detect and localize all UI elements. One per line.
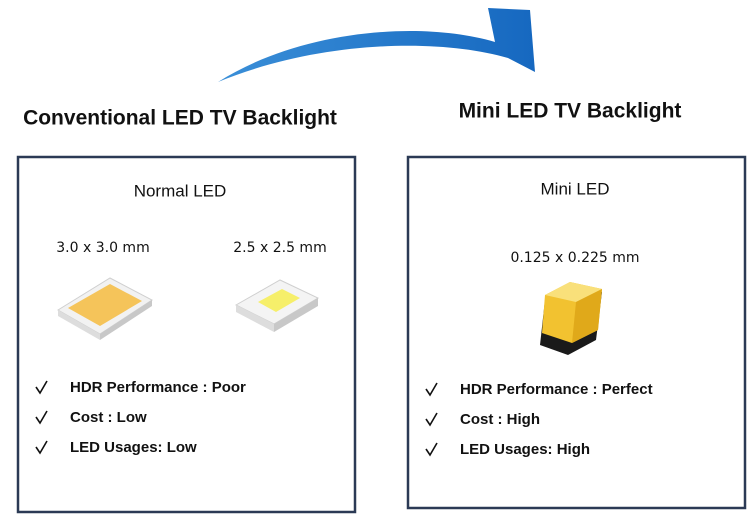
check-mark (35, 410, 48, 425)
right-heading: Mini LED TV Backlight (459, 100, 682, 123)
check-mark (425, 442, 438, 457)
left-heading: Conventional LED TV Backlight (23, 107, 337, 130)
feature-text: HDR Performance : Poor (70, 379, 246, 396)
feature-text: Cost : High (460, 411, 540, 428)
normal-led-small (234, 279, 320, 332)
left-panel (16, 155, 357, 514)
normal-led-large (57, 277, 153, 340)
check-mark (35, 440, 48, 455)
size-label: 0.125 x 0.225 mm (510, 250, 639, 266)
feature-text: HDR Performance : Perfect (460, 381, 653, 398)
size-label: 3.0 x 3.0 mm (56, 240, 149, 256)
size-label: 2.5 x 2.5 mm (233, 240, 326, 256)
check-mark (425, 412, 438, 427)
feature-text: LED Usages: Low (70, 439, 197, 456)
box-title: Normal LED (134, 181, 227, 200)
box-title: Mini LED (541, 179, 610, 198)
right-panel (406, 155, 747, 510)
mini-led (540, 282, 602, 355)
feature-text: LED Usages: High (460, 441, 590, 458)
feature-text: Cost : Low (70, 409, 147, 426)
check-mark (35, 380, 48, 395)
transition-arrow (218, 8, 535, 82)
check-mark (425, 382, 438, 397)
